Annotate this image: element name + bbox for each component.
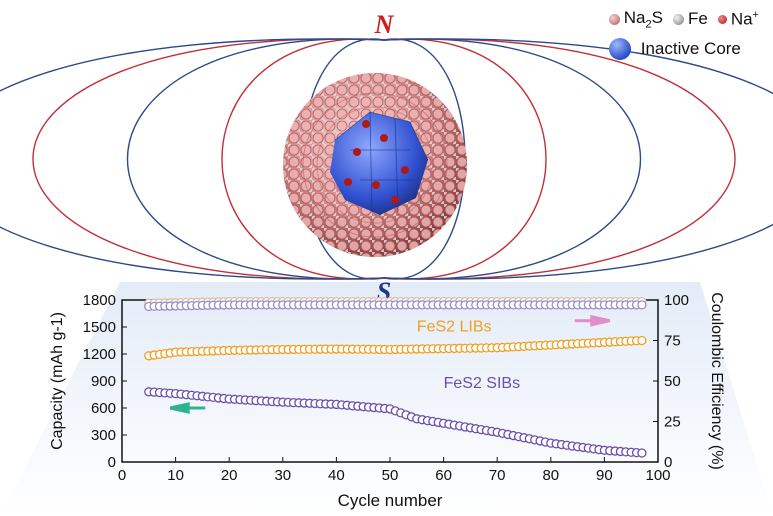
nanoparticle [283,73,467,257]
y-right-tick-label: 100 [664,292,689,309]
legend-row-materials: Na2S Fe Na+ [608,6,759,32]
x-tick-label: 70 [489,467,506,484]
field-line [221,38,385,280]
field-line [32,38,385,280]
y-right-tick-label: 50 [664,373,681,390]
legend-fe: Fe [687,9,708,28]
data-point [637,448,647,458]
inactive-core [330,112,428,215]
series-layer [144,296,647,458]
right-arrow-icon [574,314,611,327]
y-left-tick-label: 900 [91,373,116,390]
y-left-tick-label: 1800 [83,292,116,309]
field-line [126,38,385,280]
x-tick-label: 60 [435,467,452,484]
x-tick-label: 100 [645,467,670,484]
y-right-tick-label: 25 [664,414,681,431]
fe-icon [672,13,684,25]
inactive-core-icon [608,38,631,60]
legend-na-ion: Na+ [730,8,759,29]
axis-arrows [169,314,611,414]
field-line [383,38,547,280]
y-left-tick-label: 0 [108,454,116,471]
x-tick-label: 50 [382,467,399,484]
y-right-tick-label: 0 [664,454,672,471]
y-axis-left-label: Capacity (mAh g-1) [49,312,66,450]
legend-na2s: Na2S [623,7,663,31]
legend-row-core: Inactive Core [608,36,759,62]
y-axis-right: 0 25 50 75 100 [653,292,689,471]
north-pole-label: N [374,10,395,39]
na-ion-icon [717,14,727,24]
x-tick-label: 80 [542,467,559,484]
x-tick-label: 40 [328,467,345,484]
y-axis-right-label: Coulombic Efficiency (%) [708,292,725,470]
data-point [637,300,647,310]
field-line [383,38,736,280]
x-axis: 0 10 20 30 40 50 60 70 80 90 100 [118,457,671,484]
series-label-sibs: FeS2 SIBs [444,375,520,392]
x-tick-label: 0 [118,467,126,484]
legend-inactive-core: Inactive Core [640,39,741,58]
na2s-icon [608,13,620,25]
y-left-tick-label: 600 [91,400,116,417]
y-right-tick-label: 75 [664,333,681,350]
x-tick-label: 20 [221,467,238,484]
y-axis-left: 0 300 600 900 1200 1500 1800 [83,292,127,471]
capacity-chart: 0 10 20 30 40 50 60 70 80 90 100 0 300 600 900 1200 150… [49,292,725,510]
y-left-tick-label: 1200 [83,346,116,363]
x-tick-label: 90 [596,467,613,484]
x-axis-label: Cycle number [338,491,443,510]
x-tick-label: 30 [274,467,291,484]
na-ions [344,120,409,204]
series-label-libs: FeS2 LIBs [417,319,492,336]
field-line [383,38,642,280]
y-left-tick-label: 300 [91,427,116,444]
legend: Na2S Fe Na+ Inactive Core [608,6,759,62]
data-point [637,335,647,346]
y-left-tick-label: 1500 [83,319,116,336]
x-tick-label: 10 [167,467,184,484]
left-arrow-icon [169,402,206,414]
field-line [0,38,385,280]
